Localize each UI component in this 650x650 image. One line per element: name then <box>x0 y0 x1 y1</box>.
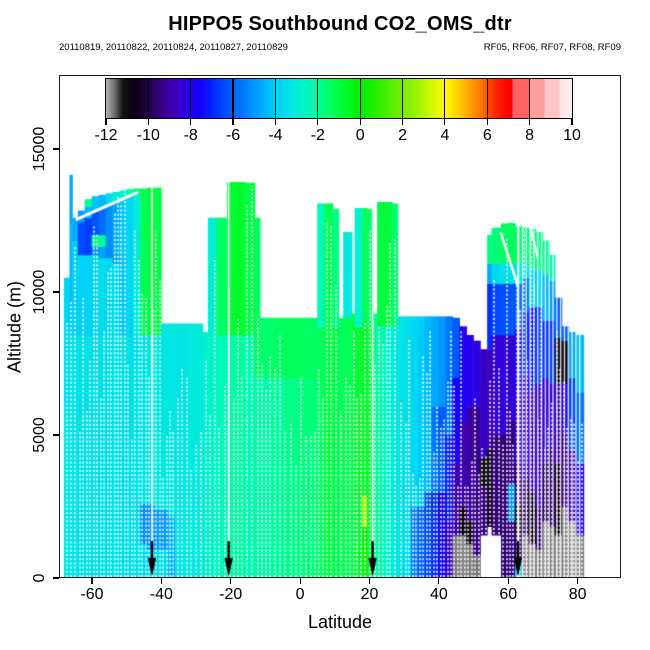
x-axis-tick <box>160 578 162 584</box>
x-axis-tick <box>230 578 232 584</box>
colorbar <box>105 78 573 119</box>
subtitle-flight-dates: 20110819, 20110822, 20110824, 20110827, … <box>59 42 288 53</box>
x-axis-tick-label: -60 <box>80 586 104 603</box>
colorbar-tick-label: -8 <box>183 127 198 144</box>
colorbar-tick-label: -10 <box>136 127 160 144</box>
colorbar-separator <box>359 79 361 118</box>
colorbar-separator <box>444 79 446 118</box>
colorbar-tick-label: 2 <box>398 127 407 144</box>
colorbar-tick-label: -12 <box>94 127 118 144</box>
colorbar-separator <box>486 79 488 118</box>
y-axis-tick-label: 5000 <box>31 417 48 453</box>
y-axis-tick-label: 0 <box>31 573 48 583</box>
plot-title: HIPPO5 Southbound CO2_OMS_dtr <box>168 13 512 35</box>
colorbar-tick <box>274 119 277 125</box>
colorbar-tick-label: 6 <box>482 127 492 144</box>
x-axis-tick <box>299 578 301 584</box>
x-axis-tick-label: 40 <box>429 586 448 603</box>
x-axis-tick <box>91 578 93 584</box>
colorbar-tick <box>486 119 488 125</box>
x-axis-tick-label: 0 <box>295 586 305 603</box>
colorbar-tick-label: -4 <box>268 127 283 144</box>
subtitle-flight-numbers: RF05, RF06, RF07, RF08, RF09 <box>483 42 621 53</box>
x-axis-tick-label: -20 <box>219 586 243 603</box>
curtain-plot-canvas <box>59 75 621 578</box>
y-axis-tick <box>53 577 59 579</box>
colorbar-separator <box>147 79 149 118</box>
y-axis-tick <box>53 148 59 150</box>
y-axis-tick-label: 15000 <box>31 126 48 172</box>
y-axis-tick <box>53 291 59 293</box>
y-axis-title: Altitude (m) <box>4 280 25 374</box>
colorbar-tick <box>317 119 319 125</box>
x-axis-tick <box>368 578 371 584</box>
y-axis-tick-label: 10000 <box>31 269 48 315</box>
x-axis-tick <box>507 578 509 584</box>
colorbar-separator <box>529 79 531 118</box>
colorbar-tick <box>105 119 107 125</box>
colorbar-separator <box>190 79 192 118</box>
colorbar-separator <box>274 79 277 118</box>
colorbar-tick-label: 4 <box>440 127 450 144</box>
colorbar-tick-label: -2 <box>310 127 325 144</box>
colorbar-separator <box>317 79 319 118</box>
colorbar-separator <box>232 79 234 118</box>
colorbar-tick <box>444 119 446 125</box>
colorbar-tick <box>232 119 234 125</box>
x-axis-tick <box>577 578 579 584</box>
x-axis-title: Latitude <box>307 612 373 632</box>
colorbar-separator <box>401 79 404 118</box>
colorbar-tick-label: 8 <box>525 127 535 144</box>
x-axis-tick-label: -40 <box>149 586 173 603</box>
colorbar-tick <box>190 119 192 125</box>
colorbar-tick <box>147 119 149 125</box>
x-axis-tick-label: 80 <box>568 586 587 603</box>
colorbar-tick <box>571 119 573 125</box>
x-axis-tick-label: 20 <box>360 586 379 603</box>
colorbar-tick <box>529 119 531 125</box>
colorbar-tick <box>359 119 361 125</box>
y-axis-tick <box>53 434 59 436</box>
plot-area <box>59 75 621 578</box>
colorbar-tick <box>401 119 404 125</box>
x-axis-tick-label: 60 <box>499 586 518 603</box>
colorbar-tick-label: -6 <box>225 127 241 144</box>
x-axis-tick <box>438 578 440 584</box>
colorbar-tick-label: 0 <box>355 127 365 144</box>
colorbar-tick-label: 10 <box>563 127 581 144</box>
